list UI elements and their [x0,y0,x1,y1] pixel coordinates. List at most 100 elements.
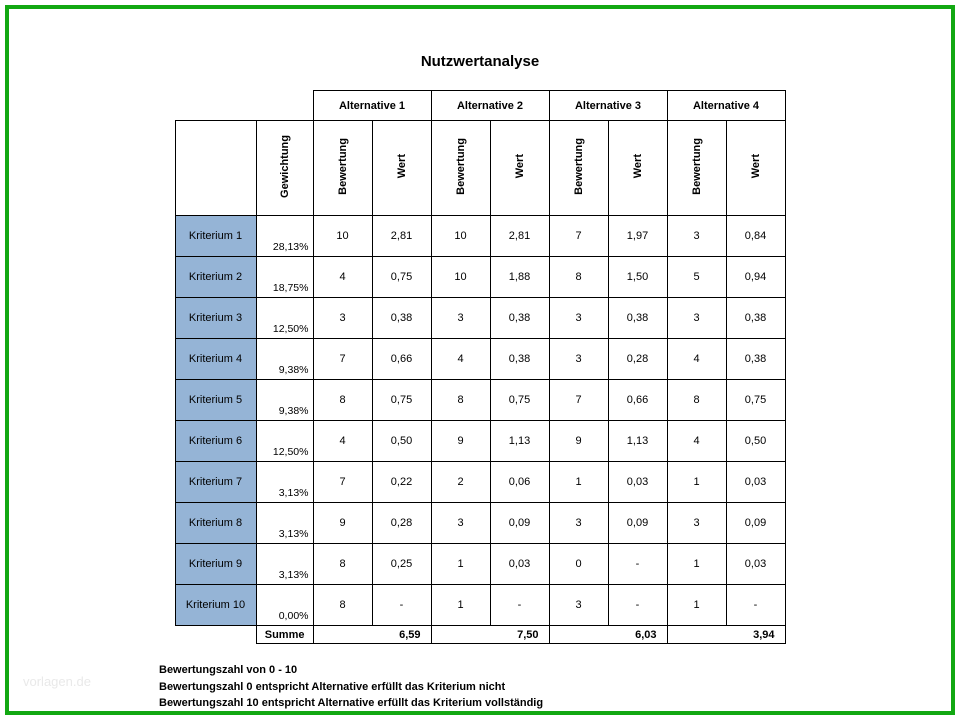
rating-cell: 3 [667,298,726,339]
value-cell: 0,06 [490,462,549,503]
value-cell: - [608,544,667,585]
weight-cell: 3,13% [256,544,313,585]
value-cell: - [372,585,431,626]
table-row: Kriterium 128,13%102,81102,8171,9730,84 [175,216,785,257]
rating-cell: 8 [549,257,608,298]
value-cell: - [608,585,667,626]
value-cell: 0,38 [372,298,431,339]
weight-cell: 28,13% [256,216,313,257]
footer-line-1: Bewertungszahl von 0 - 10 [159,662,951,679]
value-cell: 0,38 [608,298,667,339]
value-cell: 2,81 [490,216,549,257]
rating-cell: 4 [431,339,490,380]
rating-header-2: Bewertung [431,121,490,216]
value-cell: 1,97 [608,216,667,257]
rating-cell: 4 [313,257,372,298]
sub-header-row: Gewichtung Bewertung Wert Bewertung Wert… [175,121,785,216]
value-cell: 0,75 [726,380,785,421]
rating-cell: 8 [667,380,726,421]
rating-cell: 4 [667,421,726,462]
value-header-3: Wert [608,121,667,216]
rating-cell: 3 [431,503,490,544]
value-cell: 0,25 [372,544,431,585]
table-row: Kriterium 612,50%40,5091,1391,1340,50 [175,421,785,462]
rating-cell: 8 [431,380,490,421]
value-cell: 0,03 [726,462,785,503]
rating-cell: 9 [431,421,490,462]
weight-header: Gewichtung [256,121,313,216]
rating-cell: 4 [667,339,726,380]
value-cell: 0,50 [372,421,431,462]
criterion-cell: Kriterium 6 [175,421,256,462]
criterion-cell: Kriterium 10 [175,585,256,626]
rating-cell: 1 [431,544,490,585]
page-title: Nutzwertanalyse [9,53,951,70]
value-cell: 1,13 [608,421,667,462]
value-header-4: Wert [726,121,785,216]
rating-cell: 3 [667,216,726,257]
value-cell: 1,88 [490,257,549,298]
rating-cell: 5 [667,257,726,298]
value-cell: 0,75 [372,257,431,298]
value-cell: 0,03 [490,544,549,585]
watermark: vorlagen.de [23,674,91,689]
weight-cell: 0,00% [256,585,313,626]
criterion-cell: Kriterium 3 [175,298,256,339]
footer-line-2: Bewertungszahl 0 entspricht Alternative … [159,679,951,696]
weight-cell: 12,50% [256,298,313,339]
value-cell: 0,84 [726,216,785,257]
value-cell: 0,03 [608,462,667,503]
value-cell: - [726,585,785,626]
rating-cell: 10 [431,257,490,298]
sum-row: Summe 6,59 7,50 6,03 3,94 [175,626,785,644]
rating-cell: 10 [431,216,490,257]
rating-header-1: Bewertung [313,121,372,216]
rating-cell: 3 [549,503,608,544]
table-wrapper: Alternative 1 Alternative 2 Alternative … [175,90,786,644]
rating-cell: 7 [313,339,372,380]
value-cell: 0,28 [372,503,431,544]
table-row: Kriterium 49,38%70,6640,3830,2840,38 [175,339,785,380]
weight-cell: 18,75% [256,257,313,298]
value-cell: 0,38 [726,339,785,380]
value-cell: 0,75 [490,380,549,421]
footer-line-3: Bewertungszahl 10 entspricht Alternative… [159,695,951,712]
rating-cell: 3 [549,585,608,626]
utility-analysis-table: Alternative 1 Alternative 2 Alternative … [175,90,786,644]
rating-cell: 4 [313,421,372,462]
weight-cell: 12,50% [256,421,313,462]
table-row: Kriterium 100,00%8-1-3-1- [175,585,785,626]
criterion-cell: Kriterium 4 [175,339,256,380]
criterion-cell: Kriterium 1 [175,216,256,257]
rating-cell: 3 [667,503,726,544]
criterion-cell: Kriterium 2 [175,257,256,298]
value-cell: 2,81 [372,216,431,257]
table-row: Kriterium 73,13%70,2220,0610,0310,03 [175,462,785,503]
value-cell: 0,28 [608,339,667,380]
value-header-1: Wert [372,121,431,216]
alt-1-header: Alternative 1 [313,91,431,121]
weight-cell: 3,13% [256,462,313,503]
rating-cell: 7 [549,216,608,257]
sum-alt-2: 7,50 [490,626,549,644]
weight-cell: 9,38% [256,380,313,421]
value-cell: 0,38 [490,298,549,339]
rating-cell: 7 [313,462,372,503]
criterion-cell: Kriterium 5 [175,380,256,421]
value-cell: 0,75 [372,380,431,421]
rating-header-3: Bewertung [549,121,608,216]
table-row: Kriterium 93,13%80,2510,030-10,03 [175,544,785,585]
value-cell: 0,09 [726,503,785,544]
rating-cell: 1 [667,462,726,503]
rating-cell: 1 [549,462,608,503]
alt-2-header: Alternative 2 [431,91,549,121]
alt-4-header: Alternative 4 [667,91,785,121]
table-row: Kriterium 218,75%40,75101,8881,5050,94 [175,257,785,298]
rating-cell: 2 [431,462,490,503]
rating-cell: 9 [313,503,372,544]
sum-alt-1: 6,59 [372,626,431,644]
weight-cell: 9,38% [256,339,313,380]
sum-alt-3: 6,03 [608,626,667,644]
value-cell: 0,50 [726,421,785,462]
alternatives-header-row: Alternative 1 Alternative 2 Alternative … [175,91,785,121]
